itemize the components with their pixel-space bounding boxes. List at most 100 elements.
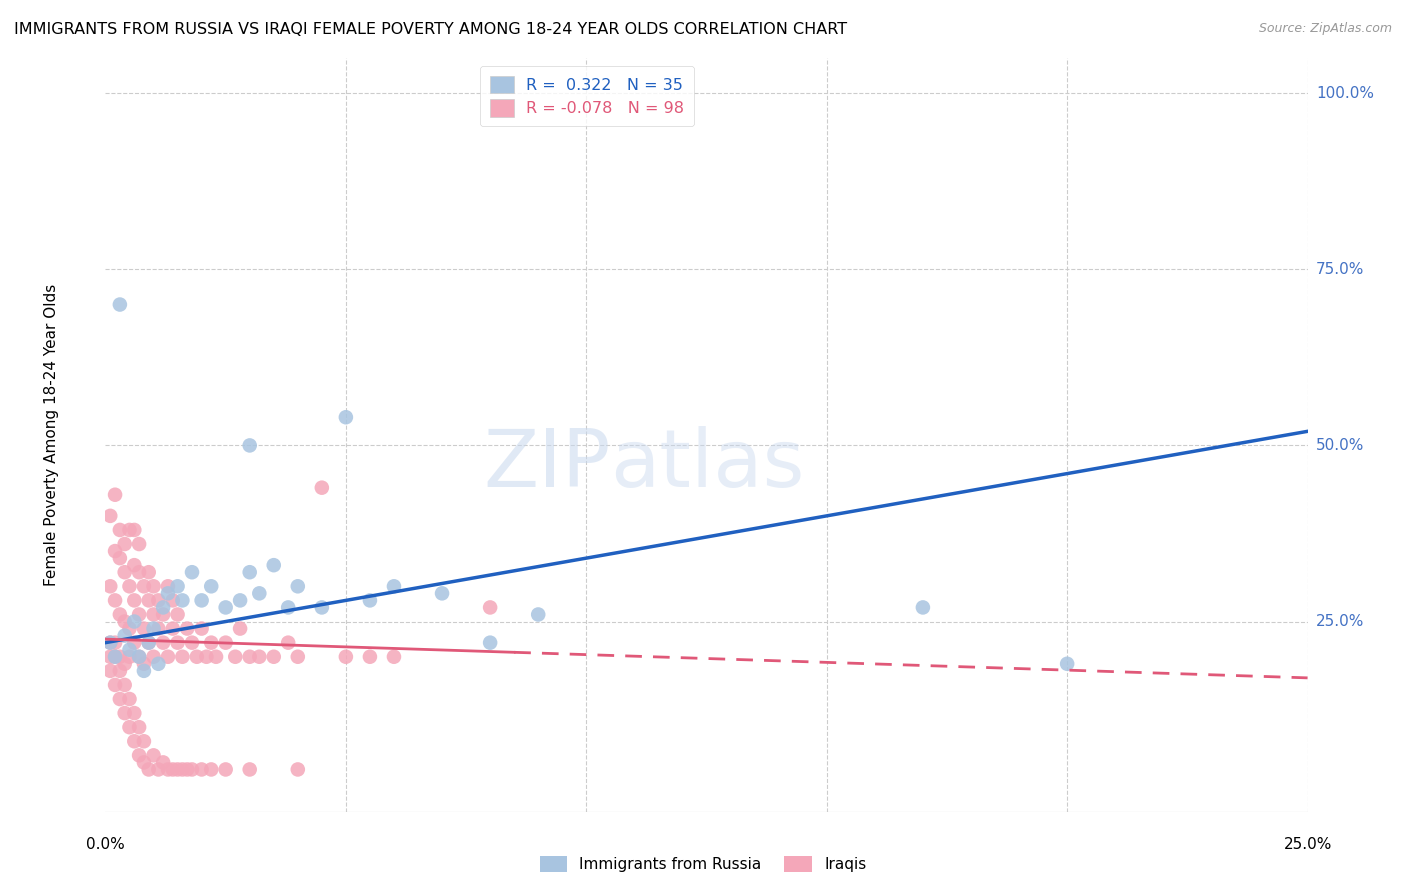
Point xyxy=(128,607,150,622)
Point xyxy=(247,586,270,600)
Point xyxy=(108,607,131,622)
Point xyxy=(277,635,299,649)
Text: ZIP: ZIP xyxy=(484,426,610,504)
Text: 100.0%: 100.0% xyxy=(1316,86,1374,101)
Point xyxy=(263,558,285,573)
Point xyxy=(156,579,179,593)
Point xyxy=(166,763,188,777)
Point xyxy=(162,763,184,777)
Point xyxy=(118,692,141,706)
Text: 25.0%: 25.0% xyxy=(1284,837,1331,852)
Point xyxy=(200,763,222,777)
Point xyxy=(124,593,146,607)
Point xyxy=(108,692,131,706)
Point xyxy=(479,600,502,615)
Point xyxy=(124,523,146,537)
Point xyxy=(138,763,160,777)
Point xyxy=(138,593,160,607)
Point xyxy=(152,635,174,649)
Text: 50.0%: 50.0% xyxy=(1316,438,1364,453)
Point xyxy=(128,649,150,664)
Point xyxy=(118,649,141,664)
Point xyxy=(104,649,127,664)
Text: IMMIGRANTS FROM RUSSIA VS IRAQI FEMALE POVERTY AMONG 18-24 YEAR OLDS CORRELATION: IMMIGRANTS FROM RUSSIA VS IRAQI FEMALE P… xyxy=(14,22,848,37)
Point xyxy=(148,763,170,777)
Point xyxy=(239,565,262,579)
Point xyxy=(172,763,194,777)
Point xyxy=(172,649,194,664)
Point xyxy=(148,593,170,607)
Point xyxy=(229,622,252,636)
Point xyxy=(166,635,188,649)
Point xyxy=(172,593,194,607)
Point xyxy=(104,488,127,502)
Point xyxy=(98,579,121,593)
Point xyxy=(132,657,155,671)
Point xyxy=(287,763,309,777)
Point xyxy=(138,635,160,649)
Point xyxy=(114,615,136,629)
Point xyxy=(152,756,174,770)
Point xyxy=(200,635,222,649)
Point xyxy=(124,615,146,629)
Point xyxy=(132,579,155,593)
Point xyxy=(156,763,179,777)
Point xyxy=(527,607,550,622)
Point xyxy=(277,600,299,615)
Point xyxy=(142,607,165,622)
Point xyxy=(152,607,174,622)
Point xyxy=(195,649,218,664)
Point xyxy=(104,593,127,607)
Point xyxy=(104,544,127,558)
Point xyxy=(128,720,150,734)
Point xyxy=(132,734,155,748)
Point xyxy=(142,649,165,664)
Point xyxy=(142,748,165,763)
Point xyxy=(176,763,198,777)
Point xyxy=(104,678,127,692)
Point xyxy=(98,635,121,649)
Point xyxy=(181,763,204,777)
Point xyxy=(214,600,236,615)
Point xyxy=(311,600,333,615)
Point xyxy=(911,600,934,615)
Point xyxy=(98,664,121,678)
Point xyxy=(214,635,236,649)
Point xyxy=(382,579,405,593)
Point xyxy=(104,635,127,649)
Point xyxy=(128,748,150,763)
Point xyxy=(181,635,204,649)
Point xyxy=(108,664,131,678)
Point xyxy=(142,579,165,593)
Point xyxy=(114,537,136,551)
Point xyxy=(108,649,131,664)
Point xyxy=(239,438,262,452)
Point xyxy=(98,649,121,664)
Point xyxy=(479,635,502,649)
Point xyxy=(229,593,252,607)
Point xyxy=(166,579,188,593)
Point xyxy=(190,763,212,777)
Point xyxy=(148,622,170,636)
Point xyxy=(124,635,146,649)
Point xyxy=(132,664,155,678)
Point xyxy=(114,657,136,671)
Text: 75.0%: 75.0% xyxy=(1316,262,1364,277)
Legend: R =  0.322   N = 35, R = -0.078   N = 98: R = 0.322 N = 35, R = -0.078 N = 98 xyxy=(479,66,695,127)
Point xyxy=(142,622,165,636)
Point xyxy=(287,649,309,664)
Point xyxy=(156,649,179,664)
Point xyxy=(205,649,228,664)
Legend: Immigrants from Russia, Iraqis: Immigrants from Russia, Iraqis xyxy=(531,848,875,880)
Point xyxy=(132,756,155,770)
Point xyxy=(118,622,141,636)
Point xyxy=(98,508,121,523)
Point xyxy=(247,649,270,664)
Point xyxy=(124,558,146,573)
Point xyxy=(124,706,146,720)
Point xyxy=(128,565,150,579)
Point xyxy=(190,622,212,636)
Point xyxy=(104,649,127,664)
Text: Female Poverty Among 18-24 Year Olds: Female Poverty Among 18-24 Year Olds xyxy=(44,284,59,586)
Point xyxy=(148,657,170,671)
